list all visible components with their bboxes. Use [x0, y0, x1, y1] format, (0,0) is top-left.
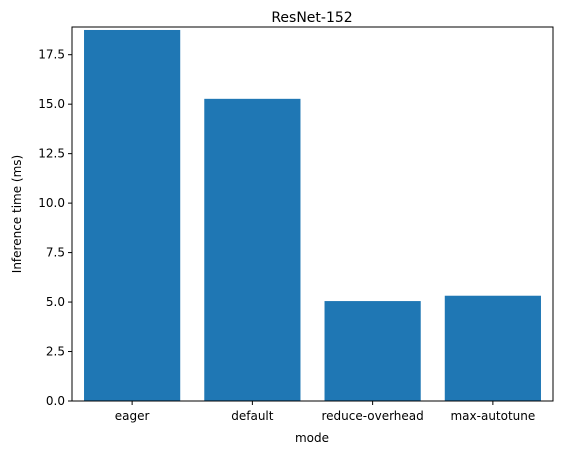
y-tick-label: 17.5: [38, 48, 65, 62]
bar-max-autotune: [444, 295, 541, 401]
y-tick-label: 15.0: [38, 97, 65, 111]
y-tick-label: 10.0: [38, 196, 65, 210]
x-axis-label: mode: [295, 431, 329, 445]
plot-frame: [71, 26, 554, 402]
y-tick-label: 0.0: [46, 394, 65, 408]
x-tick-label: max-autotune: [450, 409, 535, 423]
bar-eager: [84, 29, 181, 401]
bar-reduce-overhead: [324, 301, 421, 401]
y-tick-label: 2.5: [46, 345, 65, 359]
y-tick-label: 7.5: [46, 246, 65, 260]
y-axis-label: Inference time (ms): [10, 155, 24, 273]
x-tick-label: eager: [115, 409, 150, 423]
x-tick-label: reduce-overhead: [321, 409, 423, 423]
chart-title: ResNet-152: [271, 10, 352, 26]
bar-default: [204, 98, 301, 401]
x-axis-ticks: eager default reduce-overhead max-autotune: [115, 401, 535, 423]
y-tick-label: 12.5: [38, 147, 65, 161]
y-tick-label: 5.0: [46, 295, 65, 309]
bars: [84, 29, 541, 401]
y-axis-ticks: 0.0 2.5 5.0 7.5 10.0 12.5 15.0 17.5: [38, 48, 72, 408]
x-tick-label: default: [231, 409, 274, 423]
